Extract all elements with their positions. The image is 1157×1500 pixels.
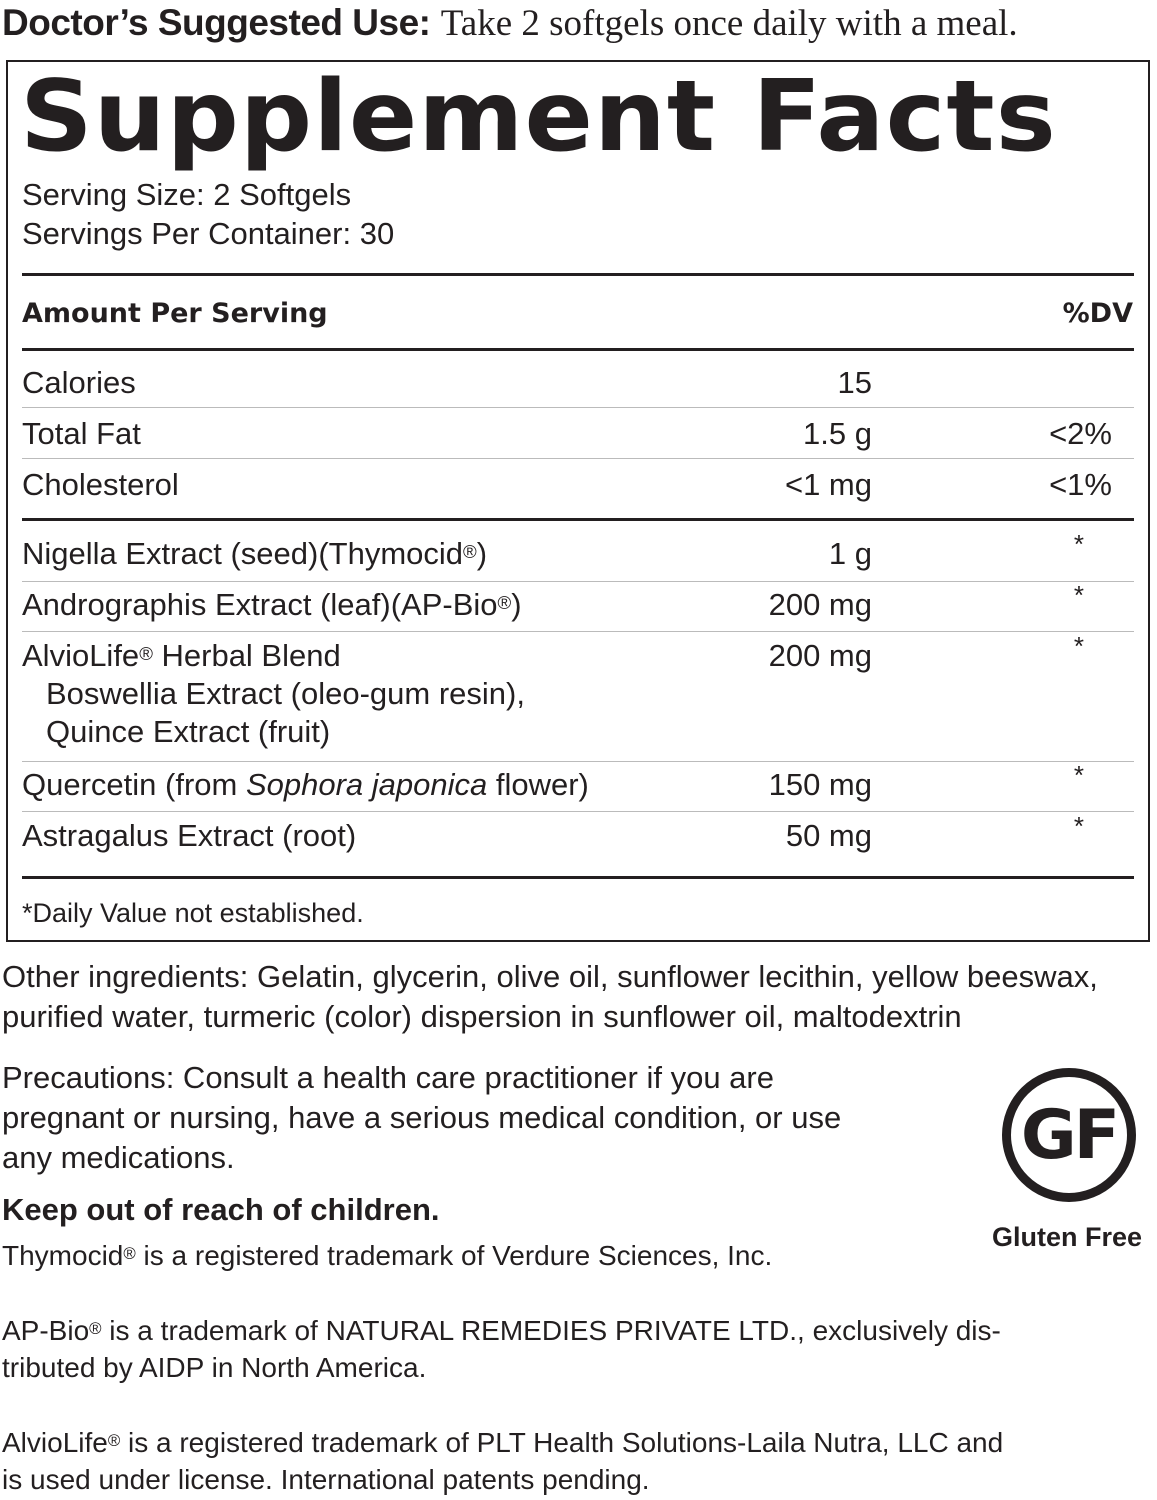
gluten-free-label: Gluten Free bbox=[992, 1222, 1143, 1252]
ingredient-row: Quercetin (from Sophora japonica flower)… bbox=[22, 760, 1134, 810]
ingredient-amount: 1 g bbox=[828, 536, 872, 571]
trademark-thymocid: Thymocid® is a registered trademark of V… bbox=[2, 1240, 773, 1271]
ingredient-row: AlvioLife® Herbal Blend Boswellia Extract… bbox=[22, 631, 1134, 759]
suggested-use-label: Doctor’s Suggested Use: bbox=[2, 2, 431, 43]
nutrient-name: Cholesterol bbox=[22, 467, 179, 502]
ingredient-amount: 200 mg bbox=[768, 638, 872, 673]
ingredient-row: Nigella Extract (seed)(Thymocid®) 1 g * bbox=[22, 529, 1134, 579]
divider bbox=[22, 811, 1134, 812]
nutrient-dv: <1% bbox=[1049, 467, 1112, 502]
header-amount: Amount Per Serving bbox=[22, 298, 328, 329]
ingredient-row: Astragalus Extract (root) 50 mg * bbox=[22, 811, 1134, 861]
ingredient-name: Astragalus Extract (root) bbox=[22, 818, 357, 853]
ingredient-row: Andrographis Extract (leaf)(AP-Bio®) 200 … bbox=[22, 580, 1134, 630]
divider bbox=[22, 273, 1134, 276]
nutrient-name: Total Fat bbox=[22, 416, 141, 451]
divider bbox=[22, 407, 1134, 408]
ingredient-dv: * bbox=[1073, 580, 1084, 610]
trademark-alviolife: AlvioLife® is a registered trademark of … bbox=[2, 1427, 1004, 1495]
nutrient-dv: <2% bbox=[1049, 416, 1112, 451]
ingredient-name: AlvioLife® Herbal Blend Boswellia Extract… bbox=[22, 638, 525, 749]
trademark-ap-bio: AP-Bio® is a trademark of NATURAL REMEDI… bbox=[2, 1315, 1001, 1383]
nutrient-name: Calories bbox=[22, 365, 136, 400]
serving-size: Serving Size: 2 Softgels bbox=[22, 177, 352, 212]
servings-per-container: Servings Per Container: 30 bbox=[22, 216, 395, 251]
other-ingredients: Other ingredients: Gelatin, glycerin, ol… bbox=[2, 959, 1098, 1034]
supplement-facts-panel bbox=[6, 60, 1150, 942]
ingredient-dv: * bbox=[1073, 760, 1084, 790]
ingredient-amount: 150 mg bbox=[768, 767, 872, 802]
keep-out-warning: Keep out of reach of children. bbox=[2, 1192, 440, 1227]
precautions: Precautions: Consult a health care pract… bbox=[2, 1060, 842, 1175]
nutrient-row: Calories 15 bbox=[22, 358, 1134, 408]
divider bbox=[22, 348, 1134, 351]
ingredient-name: Nigella Extract (seed)(Thymocid®) bbox=[22, 536, 488, 571]
ingredient-dv: * bbox=[1073, 529, 1084, 559]
panel-title: Supplement Facts bbox=[20, 60, 1057, 174]
ingredient-amount: 50 mg bbox=[785, 818, 872, 853]
divider bbox=[22, 761, 1134, 762]
nutrient-amount: <1 mg bbox=[784, 467, 872, 502]
ingredient-dv: * bbox=[1073, 631, 1084, 661]
nutrient-amount: 15 bbox=[837, 365, 872, 400]
nutrient-row: Cholesterol <1 mg <1% bbox=[22, 460, 1134, 510]
ingredient-dv: * bbox=[1073, 811, 1084, 841]
suggested-use: Doctor’s Suggested Use: Take 2 softgels … bbox=[2, 0, 1018, 47]
ingredient-name: Quercetin (from Sophora japonica flower) bbox=[22, 767, 589, 802]
blend-component: Boswellia Extract (oleo-gum resin), bbox=[46, 676, 525, 711]
gluten-free-logo: GF bbox=[1002, 1068, 1136, 1202]
blend-component: Quince Extract (fruit) bbox=[46, 714, 331, 749]
header-dv: %DV bbox=[1062, 298, 1133, 329]
nutrient-row: Total Fat 1.5 g <2% bbox=[22, 409, 1134, 459]
divider bbox=[22, 458, 1134, 459]
footnote: *Daily Value not established. bbox=[22, 898, 364, 928]
divider bbox=[22, 876, 1134, 879]
nutrient-amount: 1.5 g bbox=[803, 416, 872, 451]
ingredient-name: Andrographis Extract (leaf)(AP-Bio®) bbox=[22, 587, 522, 622]
suggested-use-text: Take 2 softgels once daily with a meal. bbox=[440, 3, 1018, 44]
divider bbox=[22, 631, 1134, 632]
divider bbox=[22, 518, 1134, 521]
ingredient-amount: 200 mg bbox=[768, 587, 872, 622]
divider bbox=[22, 581, 1134, 582]
